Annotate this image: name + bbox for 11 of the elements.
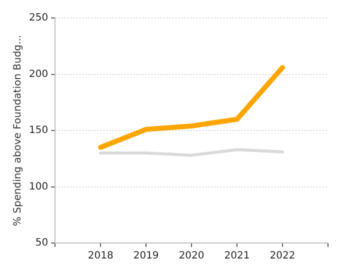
x-tick-label: 2022 xyxy=(270,250,296,262)
y-tick-label: 100 xyxy=(28,181,48,192)
y-tick-label: 150 xyxy=(28,125,48,136)
x-tick-label: 2018 xyxy=(88,250,114,262)
x-tick-label: 2019 xyxy=(133,250,159,262)
y-tick-label: 200 xyxy=(28,68,48,80)
y-tick-label: 50 xyxy=(35,238,48,249)
x-tick-label: 2021 xyxy=(224,250,250,262)
y-tick-label: 250 xyxy=(28,12,48,24)
y-axis-title: % Spending above Foundation Budg... xyxy=(12,34,24,226)
x-tick-label: 2020 xyxy=(178,250,204,262)
